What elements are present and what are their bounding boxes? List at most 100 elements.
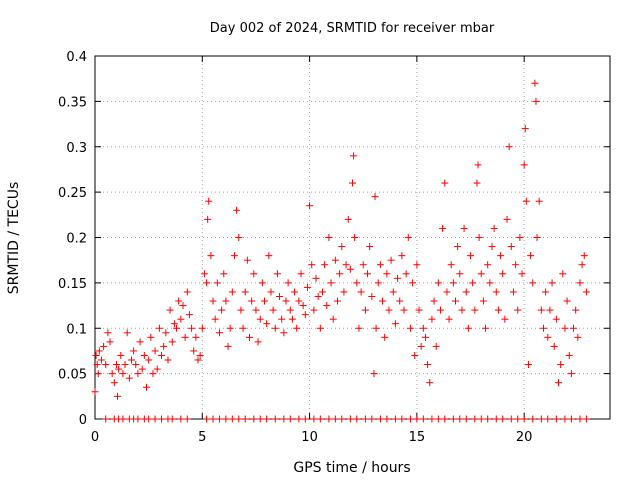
data-point bbox=[452, 297, 459, 305]
data-point bbox=[336, 270, 344, 278]
baseline-point bbox=[215, 415, 223, 423]
data-point bbox=[222, 297, 230, 305]
data-point bbox=[492, 288, 500, 296]
data-point bbox=[464, 324, 472, 332]
data-point bbox=[484, 261, 492, 269]
data-point bbox=[394, 274, 402, 282]
baseline-point bbox=[434, 415, 442, 423]
data-point bbox=[121, 361, 129, 369]
data-point bbox=[117, 351, 125, 359]
data-point bbox=[286, 306, 294, 314]
baseline-point bbox=[353, 415, 361, 423]
data-point bbox=[503, 215, 511, 223]
data-point bbox=[160, 342, 168, 350]
data-point bbox=[507, 243, 515, 251]
data-point bbox=[532, 97, 540, 105]
data-point bbox=[434, 279, 442, 287]
data-point bbox=[430, 297, 438, 305]
baseline-point bbox=[492, 415, 500, 423]
data-point bbox=[94, 370, 102, 378]
data-point bbox=[303, 283, 311, 291]
baseline-point bbox=[361, 415, 369, 423]
data-point bbox=[265, 252, 273, 260]
data-point bbox=[188, 324, 196, 332]
data-point bbox=[164, 356, 172, 364]
data-point bbox=[344, 215, 352, 223]
x-tick-label: 0 bbox=[91, 430, 99, 445]
data-point bbox=[576, 279, 584, 287]
baseline-point bbox=[383, 415, 391, 423]
data-point bbox=[432, 342, 440, 350]
data-point bbox=[447, 261, 455, 269]
data-point bbox=[192, 333, 200, 341]
data-point bbox=[136, 338, 144, 346]
baseline-point bbox=[301, 415, 309, 423]
baseline-point bbox=[263, 415, 271, 423]
baseline-point bbox=[241, 415, 249, 423]
data-point bbox=[413, 261, 421, 269]
data-point bbox=[325, 234, 333, 241]
data-point bbox=[254, 338, 262, 346]
data-point bbox=[250, 270, 258, 278]
data-point bbox=[134, 370, 142, 378]
data-point bbox=[175, 297, 183, 305]
x-tick-label: 20 bbox=[516, 430, 533, 445]
baseline-point bbox=[441, 415, 449, 423]
data-point bbox=[151, 347, 159, 355]
baseline-point bbox=[391, 415, 399, 423]
data-point bbox=[389, 288, 397, 296]
data-point bbox=[539, 324, 547, 332]
data-point bbox=[143, 383, 150, 391]
baseline-point bbox=[477, 415, 485, 423]
data-point bbox=[527, 252, 535, 260]
data-point bbox=[235, 234, 243, 241]
data-point bbox=[411, 351, 419, 359]
baseline-point bbox=[520, 415, 528, 423]
data-point bbox=[409, 279, 417, 287]
data-point bbox=[578, 261, 586, 269]
data-point bbox=[404, 234, 412, 241]
data-point bbox=[314, 292, 322, 300]
data-point bbox=[207, 252, 215, 260]
data-point bbox=[415, 306, 423, 314]
data-point bbox=[514, 306, 522, 314]
baseline-point bbox=[102, 415, 110, 423]
baseline-point bbox=[507, 415, 515, 423]
data-point bbox=[258, 279, 266, 287]
data-point bbox=[428, 315, 436, 323]
baseline-point bbox=[582, 415, 590, 423]
data-point bbox=[106, 338, 114, 346]
data-point bbox=[190, 347, 198, 355]
baseline-point bbox=[151, 415, 159, 423]
y-tick-label: 0.2 bbox=[66, 232, 87, 247]
data-point bbox=[548, 279, 556, 287]
baseline-point bbox=[499, 415, 507, 423]
data-point bbox=[230, 252, 238, 260]
baseline-point bbox=[413, 415, 421, 423]
data-point bbox=[204, 215, 212, 223]
data-point bbox=[531, 79, 539, 87]
baseline-point bbox=[235, 415, 243, 423]
data-point bbox=[243, 256, 251, 264]
data-point bbox=[565, 351, 573, 359]
baseline-point bbox=[471, 415, 479, 423]
data-point bbox=[282, 297, 290, 305]
data-point bbox=[263, 320, 271, 328]
data-point bbox=[246, 333, 253, 341]
data-point bbox=[329, 315, 337, 323]
data-point bbox=[241, 288, 249, 296]
baseline-point bbox=[209, 415, 217, 423]
data-point bbox=[529, 279, 537, 287]
data-point bbox=[179, 302, 187, 310]
baseline-point bbox=[419, 415, 427, 423]
data-point bbox=[501, 315, 509, 323]
data-point bbox=[220, 270, 228, 278]
data-point bbox=[95, 347, 103, 355]
data-point bbox=[295, 297, 303, 305]
data-point bbox=[426, 379, 434, 387]
data-point bbox=[215, 329, 223, 337]
data-point bbox=[449, 279, 457, 287]
baseline-point bbox=[286, 415, 294, 423]
data-point bbox=[474, 161, 482, 169]
